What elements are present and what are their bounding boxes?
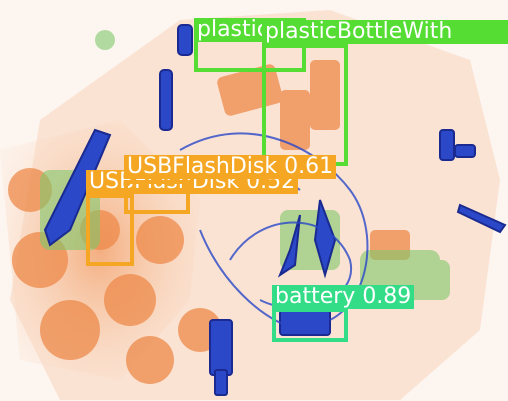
detection-class: USBFlashDisk <box>127 154 277 179</box>
detection-label-usb-flash-disk-1: USBFlashDisk 0.61 <box>124 155 336 179</box>
detection-score: 0.89 <box>362 284 411 309</box>
detection-label-plastic: plastic <box>194 18 272 42</box>
detection-label-battery: battery 0.89 <box>272 285 414 309</box>
detection-score: 0.61 <box>284 154 333 179</box>
detection-label-plastic-bottle: plasticBottleWith <box>262 20 508 44</box>
detection-box-plastic-bottle <box>262 44 348 166</box>
detection-box-battery <box>272 308 348 342</box>
detection-class: plastic <box>197 17 269 42</box>
detection-class: plasticBottleWith <box>265 20 452 44</box>
detection-box-usb-flash-disk-1 <box>124 180 190 214</box>
detection-class: battery <box>275 284 355 309</box>
